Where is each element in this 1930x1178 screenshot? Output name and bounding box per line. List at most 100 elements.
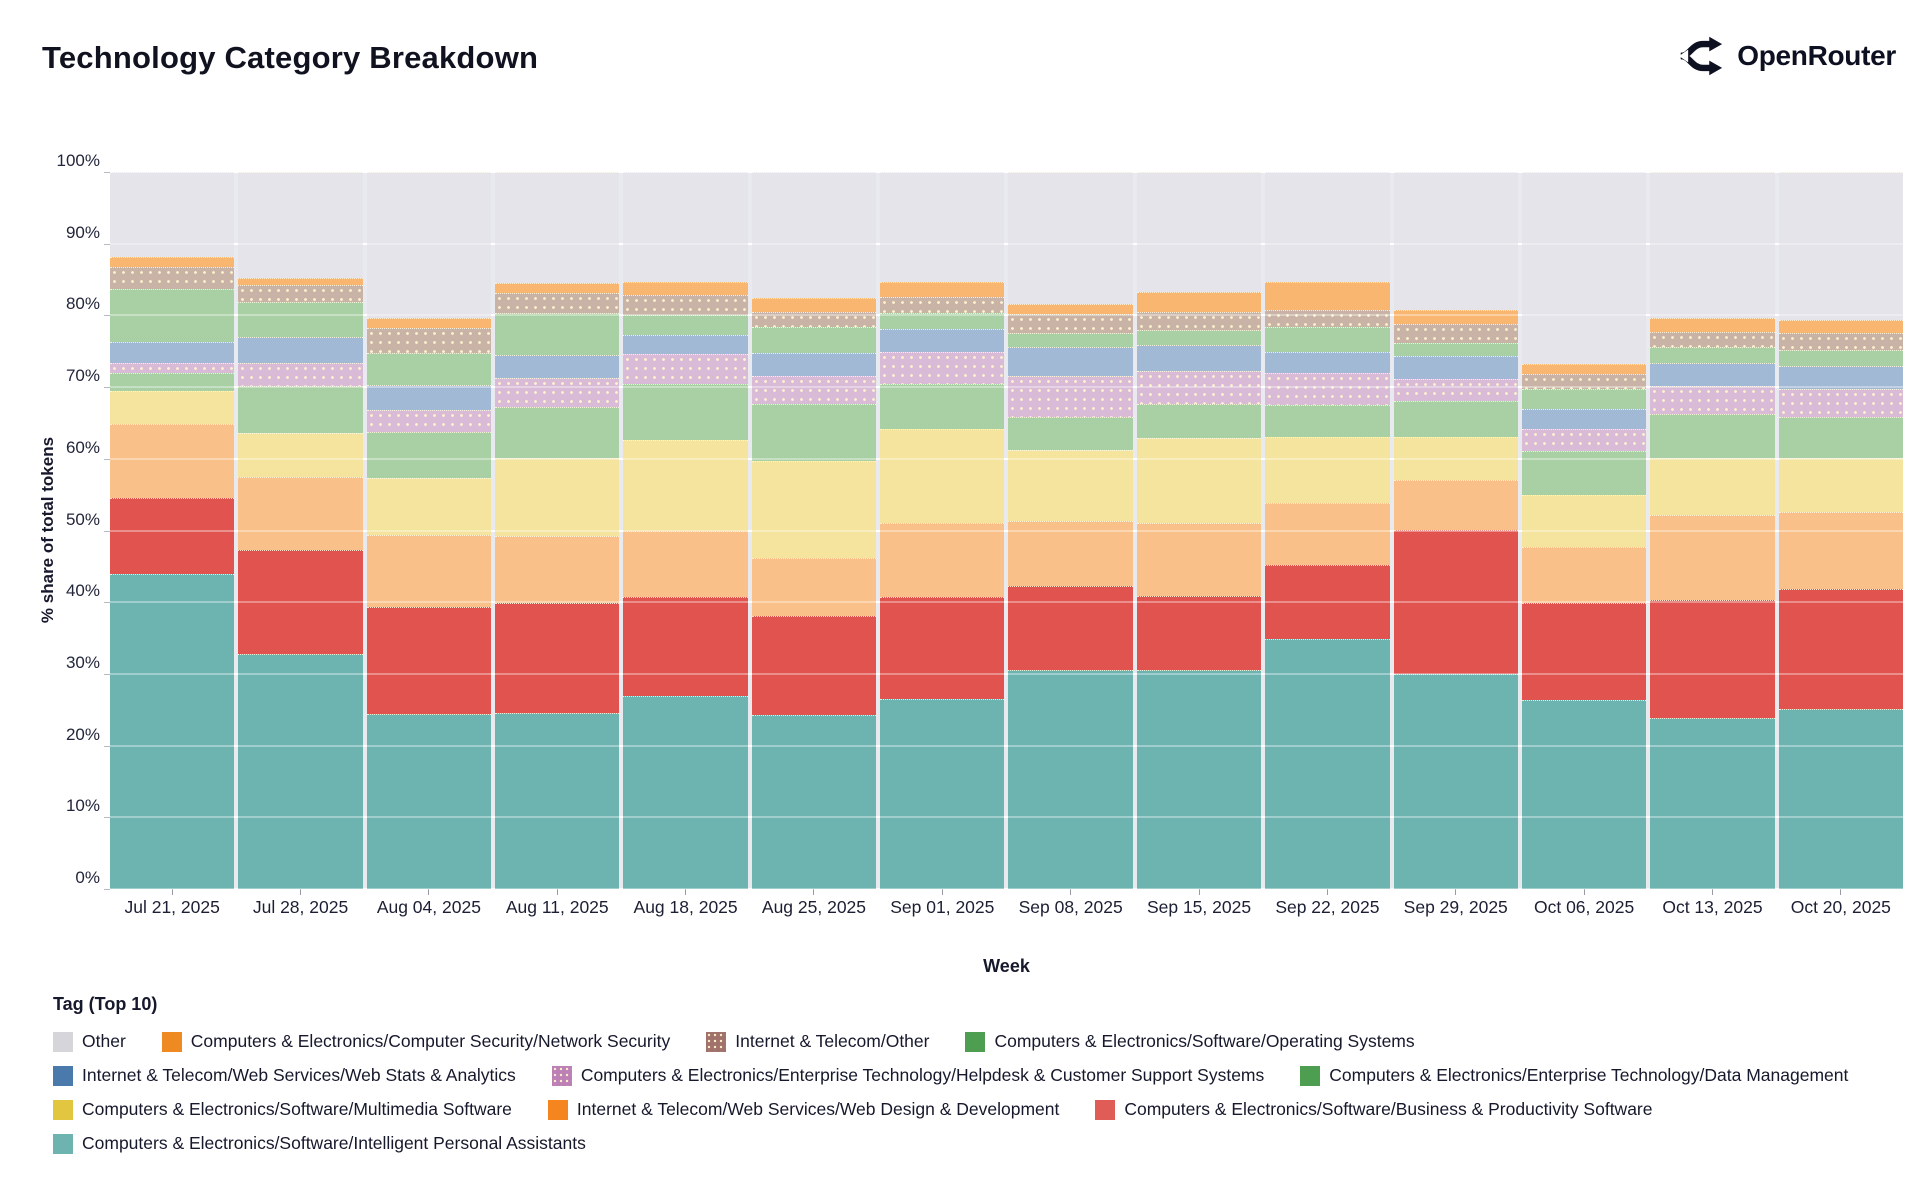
- bar-segment-multimedia[interactable]: [1265, 436, 1390, 503]
- bar-segment-multimedia[interactable]: [1521, 494, 1647, 548]
- bar-segment-assistants[interactable]: [1393, 673, 1518, 889]
- bar-segment-webdesign[interactable]: [751, 557, 877, 616]
- bar-segment-webstats[interactable]: [1650, 363, 1775, 387]
- bar-segment-other[interactable]: [1136, 172, 1262, 292]
- bar-segment-productivity[interactable]: [1136, 596, 1262, 671]
- bar-segment-webdesign[interactable]: [1393, 480, 1518, 530]
- bar-segment-multimedia[interactable]: [1393, 437, 1518, 481]
- bar-segment-productivity[interactable]: [880, 597, 1005, 699]
- bar-segment-telecom_other[interactable]: [238, 285, 363, 302]
- bar-segment-telecom_other[interactable]: [1521, 374, 1647, 390]
- bar-segment-netsec[interactable]: [1136, 291, 1262, 312]
- bar-segment-other[interactable]: [623, 172, 748, 282]
- bar-segment-webstats[interactable]: [880, 329, 1005, 353]
- bar-segment-other[interactable]: [1650, 172, 1775, 319]
- bar-segment-webstats[interactable]: [1008, 347, 1133, 376]
- bar-segment-assistants[interactable]: [1265, 639, 1390, 889]
- bar-segment-webdesign[interactable]: [1136, 523, 1262, 597]
- bar-segment-other[interactable]: [1393, 172, 1518, 310]
- bar-segment-multimedia[interactable]: [1778, 458, 1903, 512]
- legend-item-webdesign[interactable]: Internet & Telecom/Web Services/Web Desi…: [547, 1099, 1059, 1120]
- bar-segment-other[interactable]: [366, 172, 492, 319]
- bar-segment-webstats[interactable]: [110, 341, 235, 363]
- legend-item-helpdesk[interactable]: Computers & Electronics/Enterprise Techn…: [551, 1065, 1264, 1086]
- bar-segment-helpdesk[interactable]: [1008, 375, 1133, 417]
- bar-segment-assistants[interactable]: [1778, 709, 1903, 889]
- bar-segment-productivity[interactable]: [366, 607, 492, 715]
- bar-segment-os[interactable]: [1008, 333, 1133, 348]
- bar-segment-helpdesk[interactable]: [1393, 379, 1518, 402]
- bar-segment-datamgmt[interactable]: [238, 386, 363, 434]
- bar-segment-webdesign[interactable]: [880, 522, 1005, 598]
- bar-segment-webdesign[interactable]: [495, 535, 620, 603]
- bar-segment-assistants[interactable]: [366, 714, 492, 889]
- bar-segment-multimedia[interactable]: [1008, 450, 1133, 521]
- bar-segment-webstats[interactable]: [1393, 355, 1518, 380]
- bar-segment-webstats[interactable]: [1265, 352, 1390, 373]
- bar-segment-helpdesk[interactable]: [880, 352, 1005, 385]
- bar-segment-webstats[interactable]: [366, 385, 492, 411]
- bar-segment-datamgmt[interactable]: [366, 432, 492, 479]
- bar-segment-os[interactable]: [1650, 347, 1775, 364]
- bar-segment-other[interactable]: [880, 172, 1005, 282]
- bar-segment-multimedia[interactable]: [751, 461, 877, 558]
- bar-segment-helpdesk[interactable]: [110, 362, 235, 373]
- bar-segment-netsec[interactable]: [623, 281, 748, 296]
- bar-segment-webdesign[interactable]: [1650, 514, 1775, 601]
- bar-segment-netsec[interactable]: [1265, 281, 1390, 310]
- bar-segment-helpdesk[interactable]: [1136, 371, 1262, 404]
- bar-segment-webstats[interactable]: [495, 354, 620, 378]
- bar-segment-other[interactable]: [238, 172, 363, 279]
- bar-segment-netsec[interactable]: [880, 281, 1005, 297]
- bar-segment-webdesign[interactable]: [366, 534, 492, 608]
- bar-segment-netsec[interactable]: [1393, 309, 1518, 325]
- bar-segment-multimedia[interactable]: [1136, 438, 1262, 524]
- bar-segment-webdesign[interactable]: [1008, 520, 1133, 586]
- bar-segment-datamgmt[interactable]: [1650, 413, 1775, 459]
- bar-segment-datamgmt[interactable]: [1008, 416, 1133, 451]
- bar-segment-webdesign[interactable]: [1265, 502, 1390, 565]
- bar-segment-webstats[interactable]: [751, 352, 877, 376]
- bar-segment-os[interactable]: [238, 301, 363, 337]
- legend-item-other[interactable]: Other: [53, 1031, 126, 1052]
- bar-segment-multimedia[interactable]: [495, 458, 620, 536]
- bar-segment-datamgmt[interactable]: [1136, 403, 1262, 439]
- bar-segment-datamgmt[interactable]: [1778, 416, 1903, 459]
- bar-segment-assistants[interactable]: [751, 714, 877, 889]
- bar-segment-webdesign[interactable]: [110, 424, 235, 499]
- bar-segment-datamgmt[interactable]: [751, 404, 877, 461]
- legend-item-os[interactable]: Computers & Electronics/Software/Operati…: [965, 1031, 1415, 1052]
- bar-segment-webstats[interactable]: [1778, 366, 1903, 390]
- bar-segment-datamgmt[interactable]: [1393, 401, 1518, 438]
- bar-segment-assistants[interactable]: [1650, 717, 1775, 889]
- bar-segment-netsec[interactable]: [366, 318, 492, 329]
- bar-segment-other[interactable]: [110, 172, 235, 257]
- bar-segment-os[interactable]: [1521, 389, 1647, 410]
- bar-segment-other[interactable]: [1265, 172, 1390, 282]
- bar-segment-datamgmt[interactable]: [1265, 405, 1390, 437]
- bar-segment-helpdesk[interactable]: [1265, 372, 1390, 406]
- bar-segment-telecom_other[interactable]: [366, 328, 492, 354]
- bar-segment-telecom_other[interactable]: [1393, 324, 1518, 343]
- legend-item-webstats[interactable]: Internet & Telecom/Web Services/Web Stat…: [53, 1065, 516, 1086]
- bar-segment-telecom_other[interactable]: [1265, 309, 1390, 327]
- bar-segment-telecom_other[interactable]: [1136, 311, 1262, 330]
- bar-segment-assistants[interactable]: [880, 699, 1005, 889]
- bar-segment-productivity[interactable]: [1393, 529, 1518, 674]
- bar-segment-netsec[interactable]: [1521, 363, 1647, 375]
- bar-segment-os[interactable]: [1136, 329, 1262, 345]
- bar-segment-webdesign[interactable]: [1778, 511, 1903, 589]
- bar-segment-assistants[interactable]: [110, 573, 235, 889]
- legend-item-assistants[interactable]: Computers & Electronics/Software/Intelli…: [53, 1133, 586, 1154]
- bar-segment-telecom_other[interactable]: [495, 293, 620, 314]
- legend-item-multimedia[interactable]: Computers & Electronics/Software/Multime…: [53, 1099, 512, 1120]
- bar-segment-webstats[interactable]: [623, 334, 748, 355]
- bar-segment-productivity[interactable]: [1008, 585, 1133, 671]
- bar-segment-helpdesk[interactable]: [751, 375, 877, 405]
- bar-segment-netsec[interactable]: [1650, 318, 1775, 332]
- bar-segment-other[interactable]: [751, 172, 877, 299]
- bar-segment-assistants[interactable]: [238, 653, 363, 889]
- bar-segment-telecom_other[interactable]: [1008, 314, 1133, 334]
- bar-segment-datamgmt[interactable]: [495, 407, 620, 459]
- bar-segment-os[interactable]: [495, 313, 620, 355]
